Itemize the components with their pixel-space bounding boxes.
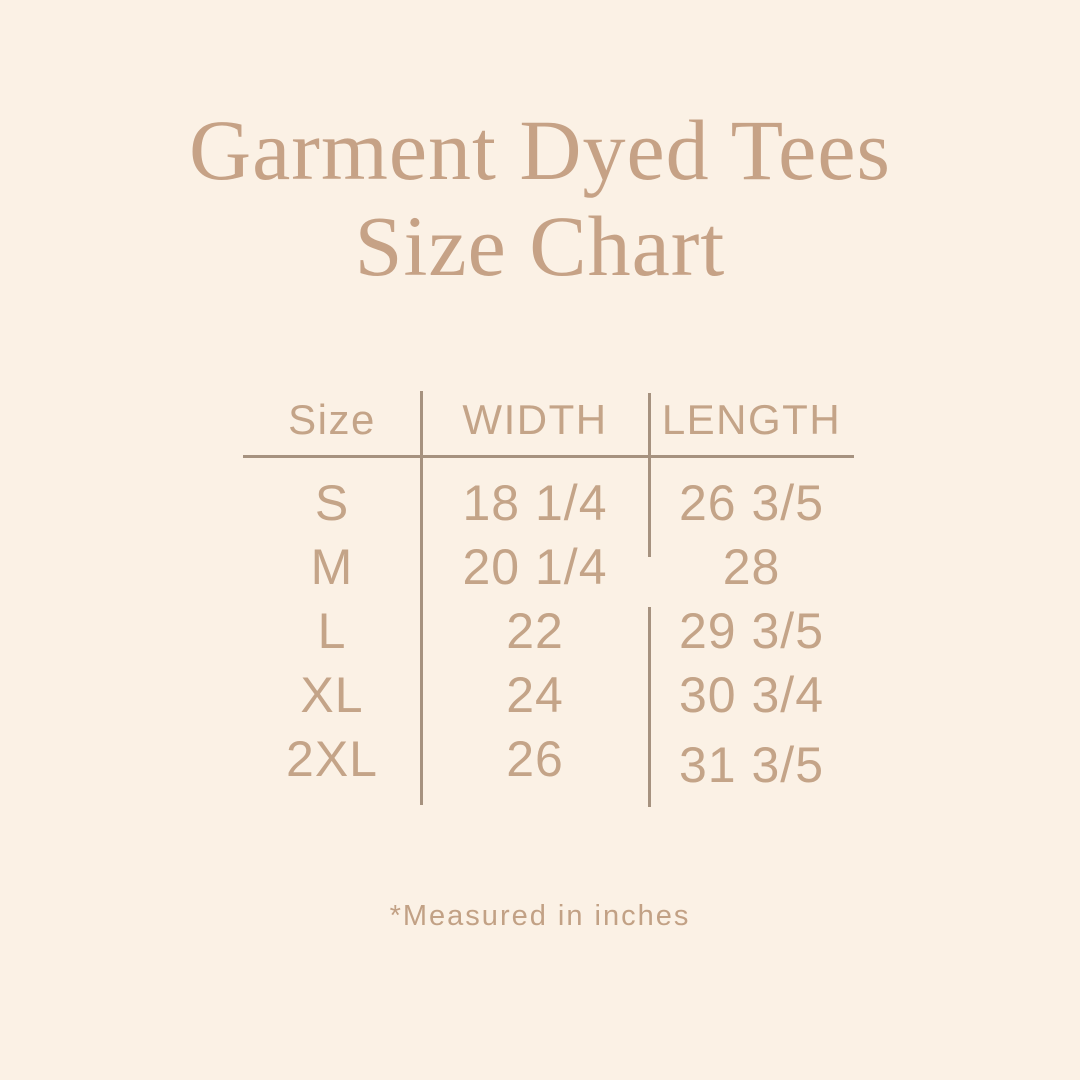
length-cell: 31 3/5 bbox=[678, 737, 824, 793]
size-table: Size WIDTH LENGTH S 18 1/4 26 3/5 M 20 1… bbox=[243, 385, 854, 815]
length-cell: 26 3/5 bbox=[678, 475, 824, 531]
size-cell: L bbox=[317, 603, 347, 659]
table-row: L 22 29 3/5 bbox=[243, 599, 854, 663]
page-title: Garment Dyed Tees Size Chart bbox=[0, 102, 1080, 294]
column-divider-1 bbox=[420, 391, 423, 805]
length-cell: 28 bbox=[722, 539, 781, 595]
size-cell: 2XL bbox=[286, 731, 378, 787]
table-header-row: Size WIDTH LENGTH bbox=[243, 385, 854, 455]
table-row: XL 24 30 3/4 bbox=[243, 663, 854, 727]
width-cell: 20 1/4 bbox=[462, 539, 608, 595]
length-cell: 29 3/5 bbox=[678, 603, 824, 659]
table-row: 2XL 26 31 3/5 bbox=[243, 727, 854, 793]
width-cell: 26 bbox=[506, 731, 564, 787]
column-header-width: WIDTH bbox=[462, 396, 608, 443]
width-cell: 18 1/4 bbox=[462, 475, 608, 531]
column-divider-2-top bbox=[648, 393, 651, 557]
table-body: S 18 1/4 26 3/5 M 20 1/4 28 L 22 29 3/5 … bbox=[243, 455, 854, 793]
width-cell: 22 bbox=[506, 603, 564, 659]
size-cell: XL bbox=[300, 667, 364, 723]
column-divider-2-bottom bbox=[648, 607, 651, 807]
title-line-1: Garment Dyed Tees bbox=[189, 102, 891, 198]
length-cell: 30 3/4 bbox=[678, 667, 824, 723]
column-header-size: Size bbox=[288, 396, 376, 443]
measurement-footnote: *Measured in inches bbox=[389, 900, 691, 932]
size-cell: M bbox=[310, 539, 354, 595]
size-cell: S bbox=[314, 475, 350, 531]
title-line-2: Size Chart bbox=[354, 198, 726, 294]
table-row: M 20 1/4 28 bbox=[243, 535, 854, 599]
column-header-length: LENGTH bbox=[661, 396, 842, 443]
table-row: S 18 1/4 26 3/5 bbox=[243, 471, 854, 535]
width-cell: 24 bbox=[506, 667, 564, 723]
header-rule bbox=[243, 455, 854, 458]
